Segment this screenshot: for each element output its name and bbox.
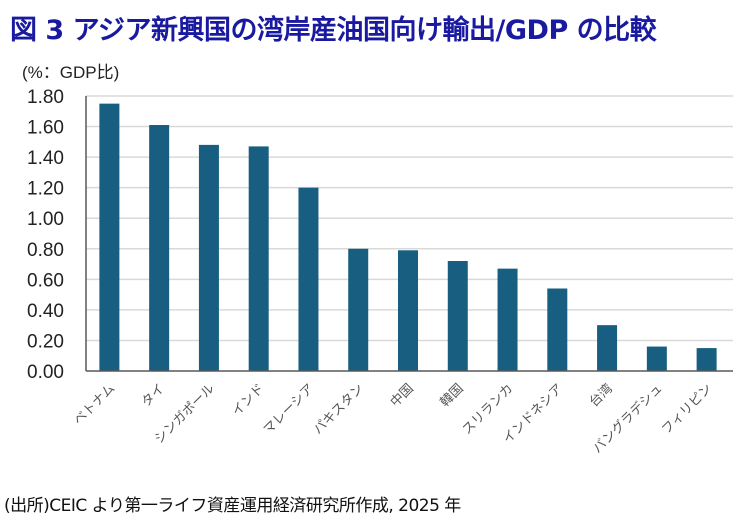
y-tick-label: 1.00 (27, 209, 64, 230)
chart-title: 図 3 アジア新興国の湾岸産油国向け輸出/GDP の比較 (10, 15, 657, 46)
bar-10 (597, 325, 618, 371)
bar-12 (696, 348, 717, 371)
x-tick-label: パキスタン (311, 381, 367, 437)
y-axis-ticks: 0.00 0.20 0.40 0.60 0.80 1.00 1.20 1.40 1.60 1.80 (27, 87, 64, 383)
source-note: (出所)CEIC より第一ライフ資産運用経済研究所作成, 2025 年 (4, 496, 461, 516)
bar-1 (149, 125, 170, 372)
bar-7 (447, 261, 468, 371)
bar-2 (198, 144, 219, 371)
y-tick-label: 1.60 (27, 118, 64, 139)
x-tick-label: マレーシア (261, 381, 317, 437)
bar-11 (646, 346, 667, 371)
x-tick-label: 中国 (388, 381, 417, 410)
bar-6 (398, 250, 418, 371)
y-tick-label: 1.40 (27, 148, 64, 169)
y-tick-label: 0.60 (27, 270, 64, 291)
bar-chart: 0.00 0.20 0.40 0.60 0.80 1.00 1.20 1.40 1.60 1.80… (27, 87, 733, 457)
x-tick-label: フィリピン (659, 381, 715, 437)
x-tick-label: 台湾 (586, 381, 616, 411)
x-tick-label: タイ (139, 381, 168, 410)
bar-5 (348, 248, 369, 371)
y-axis-unit-label: (%：GDP比) (22, 63, 120, 82)
bar-9 (547, 288, 568, 371)
bars (99, 103, 717, 372)
bar-4 (298, 187, 319, 371)
x-tick-label: ベトナム (71, 381, 118, 428)
y-tick-label: 0.40 (27, 301, 64, 322)
y-tick-label: 1.20 (27, 179, 64, 200)
y-tick-label: 0.00 (27, 362, 64, 383)
x-tick-label: 韓国 (438, 381, 467, 410)
y-tick-label: 1.80 (27, 87, 64, 108)
bar-8 (497, 268, 518, 371)
y-tick-label: 0.20 (27, 331, 64, 352)
x-tick-label: インド (229, 381, 267, 419)
y-tick-label: 0.80 (27, 240, 64, 261)
bar-0 (99, 103, 120, 371)
bar-3 (248, 146, 269, 371)
axes (85, 96, 733, 372)
